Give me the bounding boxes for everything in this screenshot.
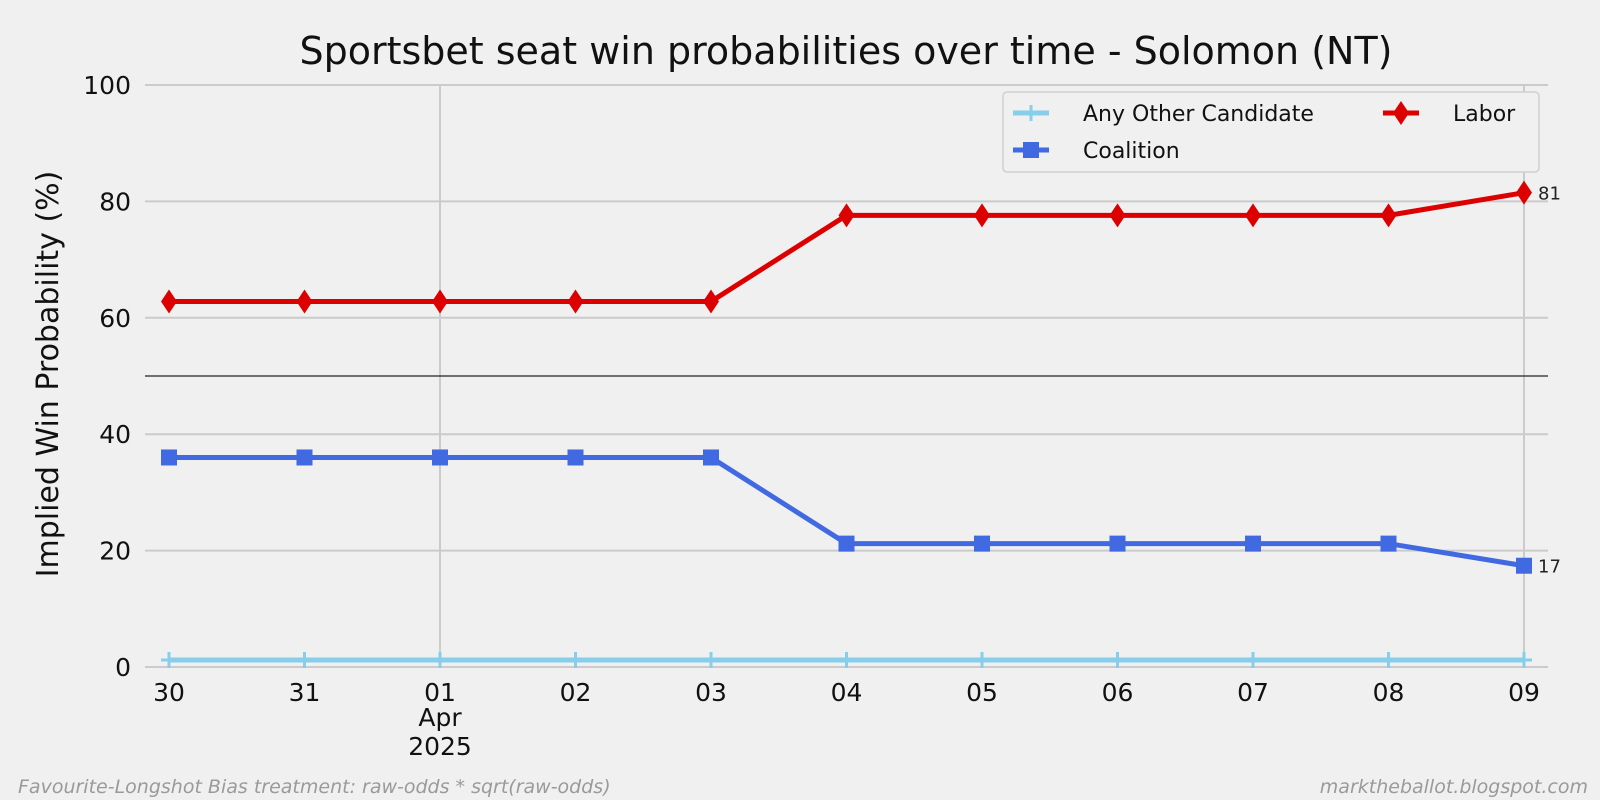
end-label-coalition: 17 xyxy=(1538,557,1561,578)
point-labor-2025-04-04 xyxy=(838,203,855,228)
x-tick-2025-04-04: 04 xyxy=(831,678,863,707)
point-coalition-2025-04-04 xyxy=(838,535,855,552)
point-labor-2025-04-02 xyxy=(567,289,584,314)
point-coalition-2025-04-02 xyxy=(567,449,584,466)
y-tick-20: 20 xyxy=(99,537,131,566)
x-tick-2025-03-31: 31 xyxy=(289,678,321,707)
legend-item-coalition: Coalition xyxy=(1013,139,1180,164)
point-coalition-2025-04-07 xyxy=(1245,535,1261,552)
legend-item-labor: Labor xyxy=(1383,101,1516,127)
legend-marker-labor xyxy=(1393,101,1409,125)
y-axis-label: Implied Win Probability (%) xyxy=(31,171,66,578)
point-labor-2025-04-06 xyxy=(1109,203,1126,228)
point-coalition-2025-04-06 xyxy=(1109,535,1126,552)
footer-method-note: Favourite-Longshot Bias treatment: raw-o… xyxy=(18,776,611,798)
series-layer xyxy=(161,180,1532,669)
point-any-other-candidate-2025-04-08 xyxy=(1380,652,1397,669)
y-tick-100: 100 xyxy=(83,71,131,100)
point-any-other-candidate-2025-04-02 xyxy=(567,652,584,669)
x-tick-2025-04-09: 09 xyxy=(1508,678,1540,707)
point-labor-2025-04-05 xyxy=(974,203,990,228)
x-tick-2025-04-01: 01 xyxy=(424,678,456,707)
x-tick-2025-04-08: 08 xyxy=(1373,678,1405,707)
point-any-other-candidate-2025-04-03 xyxy=(703,652,719,669)
point-any-other-candidate-2025-04-05 xyxy=(974,652,990,669)
x-tick-year: 2025 xyxy=(408,732,472,761)
point-any-other-candidate-2025-03-30 xyxy=(161,652,177,669)
legend-marker-coalition xyxy=(1023,142,1039,158)
point-any-other-candidate-2025-03-31 xyxy=(296,652,313,669)
point-labor-2025-04-07 xyxy=(1245,203,1261,228)
point-labor-2025-04-09 xyxy=(1516,180,1532,205)
point-any-other-candidate-2025-04-01 xyxy=(432,652,448,669)
legend-item-any-other-candidate: Any Other Candidate xyxy=(1013,102,1314,127)
point-coalition-2025-04-01 xyxy=(432,449,448,466)
point-any-other-candidate-2025-04-06 xyxy=(1109,652,1126,669)
point-labor-2025-03-30 xyxy=(161,289,177,314)
series-any-other-candidate xyxy=(161,652,1532,669)
series-labor xyxy=(161,180,1532,314)
point-any-other-candidate-2025-04-04 xyxy=(838,652,855,669)
y-tick-0: 0 xyxy=(115,653,131,682)
point-coalition-2025-04-09 xyxy=(1516,557,1532,574)
legend-marker-any-other-candidate xyxy=(1023,105,1039,121)
footer-source: marktheballot.blogspot.com xyxy=(1319,776,1588,798)
point-coalition-2025-04-08 xyxy=(1380,535,1397,552)
point-any-other-candidate-2025-04-07 xyxy=(1245,652,1261,669)
x-tick-2025-04-02: 02 xyxy=(560,678,592,707)
x-tick-2025-04-03: 03 xyxy=(695,678,727,707)
legend-label-coalition: Coalition xyxy=(1083,139,1180,164)
y-tick-40: 40 xyxy=(99,420,131,449)
x-tick-2025-04-07: 07 xyxy=(1237,678,1269,707)
point-labor-2025-04-08 xyxy=(1380,203,1397,228)
y-tick-60: 60 xyxy=(99,304,131,333)
point-labor-2025-04-03 xyxy=(703,289,719,314)
point-coalition-2025-03-30 xyxy=(161,449,177,466)
y-tick-labels: 0 20 40 60 80 100 xyxy=(83,71,131,682)
point-labor-2025-04-01 xyxy=(432,289,448,314)
point-coalition-2025-04-03 xyxy=(703,449,719,466)
x-tick-2025-04-06: 06 xyxy=(1102,678,1134,707)
x-tick-month: Apr xyxy=(418,703,462,732)
point-labor-2025-03-31 xyxy=(296,289,313,314)
legend-label-labor: Labor xyxy=(1453,102,1516,127)
point-coalition-2025-03-31 xyxy=(296,449,313,466)
x-tick-2025-03-30: 30 xyxy=(153,678,185,707)
legend-label-any-other-candidate: Any Other Candidate xyxy=(1083,102,1314,127)
y-tick-80: 80 xyxy=(99,187,131,216)
point-any-other-candidate-2025-04-09 xyxy=(1516,652,1532,669)
end-label-labor: 81 xyxy=(1538,184,1561,205)
chart-title: Sportsbet seat win probabilities over ti… xyxy=(299,29,1392,73)
legend: Any Other Candidate Coalition Labor xyxy=(1002,91,1540,173)
series-coalition xyxy=(161,449,1532,574)
point-coalition-2025-04-05 xyxy=(974,535,990,552)
x-tick-2025-04-05: 05 xyxy=(966,678,998,707)
